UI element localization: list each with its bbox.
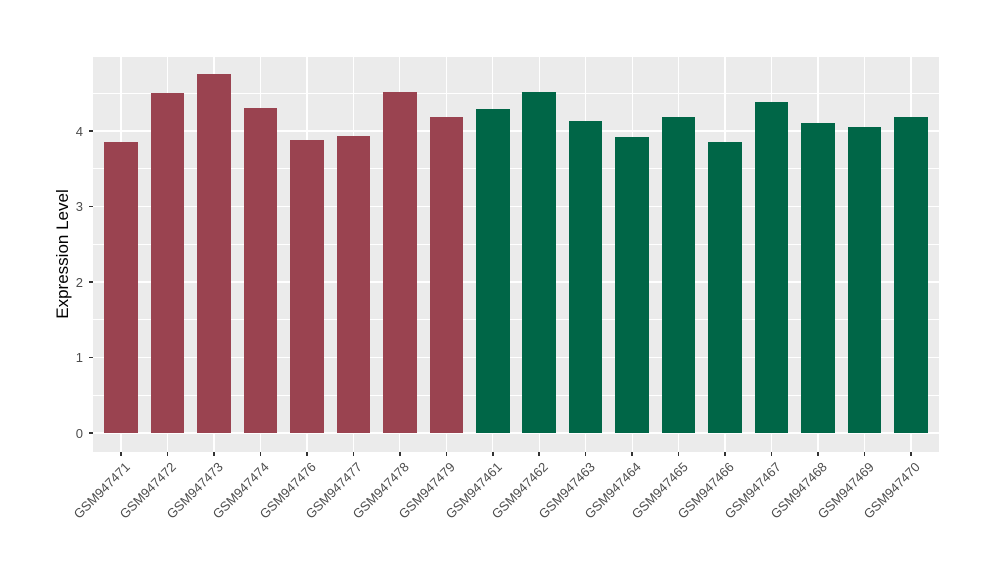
- plot-panel: [93, 57, 939, 452]
- y-tick-mark: [89, 130, 93, 132]
- x-tick-mark: [910, 452, 912, 456]
- bar-GSM947471: [104, 141, 138, 434]
- minor-gridline: [93, 243, 939, 245]
- y-tick-label: 4: [75, 123, 83, 139]
- bar-GSM947478: [383, 92, 417, 434]
- bar-GSM947461: [476, 109, 510, 434]
- y-tick-mark: [89, 205, 93, 208]
- bar-GSM947479: [429, 117, 464, 434]
- minor-gridline: [93, 168, 939, 170]
- y-tick-label: 0: [75, 425, 83, 441]
- x-tick-mark: [770, 452, 773, 456]
- bar-GSM947469: [847, 127, 882, 434]
- bar-GSM947466: [708, 141, 742, 434]
- bar-GSM947470: [894, 117, 928, 434]
- x-tick-mark: [166, 452, 169, 456]
- x-tick-mark: [863, 452, 866, 456]
- bar-GSM947477: [336, 135, 371, 434]
- x-tick-mark: [213, 452, 215, 456]
- bar-GSM947463: [568, 121, 603, 434]
- major-gridline: [93, 432, 939, 434]
- major-gridline: [93, 205, 939, 208]
- major-gridline: [93, 130, 939, 132]
- minor-gridline: [93, 319, 939, 321]
- x-tick-mark: [306, 452, 308, 456]
- bar-GSM947474: [243, 107, 278, 434]
- bar-GSM947472: [150, 93, 185, 434]
- y-tick-mark: [89, 432, 93, 434]
- y-tick-label: 3: [75, 199, 83, 215]
- minor-gridline: [93, 395, 939, 396]
- bar-GSM947473: [197, 74, 231, 434]
- bar-GSM947464: [615, 137, 649, 434]
- y-tick-label: 2: [75, 274, 83, 290]
- bar-GSM947468: [801, 123, 835, 434]
- y-tick-mark: [89, 356, 93, 359]
- x-tick-mark: [120, 452, 122, 456]
- bar-GSM947476: [290, 140, 324, 434]
- y-tick-label: 1: [75, 350, 83, 366]
- major-gridline: [93, 281, 939, 283]
- x-tick-mark: [492, 452, 494, 456]
- x-tick-mark: [677, 452, 680, 456]
- x-tick-mark: [538, 452, 540, 456]
- y-tick-mark: [89, 281, 93, 283]
- bar-GSM947467: [754, 102, 789, 434]
- x-tick-mark: [399, 452, 401, 456]
- x-tick-mark: [445, 452, 448, 456]
- major-gridline: [93, 356, 939, 359]
- x-tick-mark: [724, 452, 726, 456]
- x-tick-mark: [584, 452, 587, 456]
- x-tick-mark: [259, 452, 262, 456]
- bar-GSM947465: [661, 117, 696, 434]
- minor-gridline: [93, 92, 939, 94]
- x-tick-mark: [352, 452, 355, 456]
- x-tick-mark: [631, 452, 633, 456]
- bar-GSM947462: [522, 91, 556, 434]
- x-tick-mark: [817, 452, 819, 456]
